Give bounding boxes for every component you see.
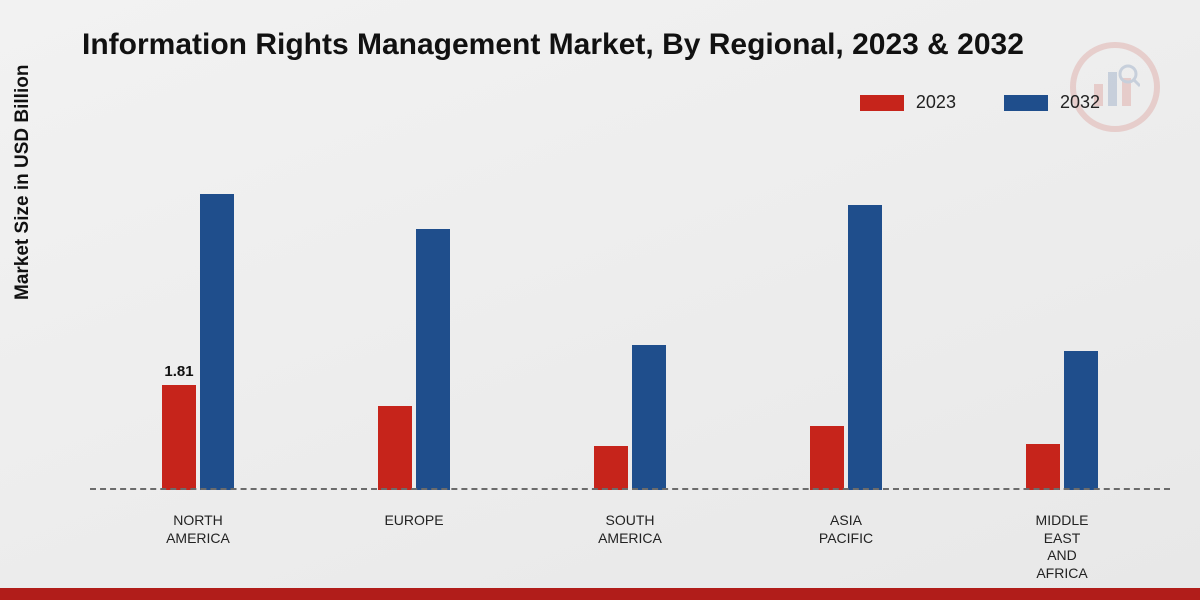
y-axis-label: Market Size in USD Billion xyxy=(12,65,34,300)
x-axis-category-label: ASIAPACIFIC xyxy=(786,512,906,582)
plot-area: 1.81 xyxy=(90,130,1170,490)
legend-swatch-2023 xyxy=(860,95,904,111)
watermark-logo xyxy=(1070,42,1160,132)
bar-group xyxy=(594,130,666,490)
x-axis-category-label: SOUTHAMERICA xyxy=(570,512,690,582)
x-axis-category-label: NORTHAMERICA xyxy=(138,512,258,582)
bar-2032 xyxy=(848,205,882,490)
x-axis-category-label: EUROPE xyxy=(354,512,474,582)
legend-item-2023: 2023 xyxy=(860,92,956,113)
bar-2032 xyxy=(416,229,450,490)
legend-label-2023: 2023 xyxy=(916,92,956,113)
bar-group: 1.81 xyxy=(162,130,234,490)
legend-item-2032: 2032 xyxy=(1004,92,1100,113)
bar-2023 xyxy=(810,426,844,490)
bar-2023 xyxy=(594,446,628,490)
legend-label-2032: 2032 xyxy=(1060,92,1100,113)
bar-2032 xyxy=(1064,351,1098,490)
bar-groups: 1.81 xyxy=(90,130,1170,490)
bar-2032 xyxy=(200,194,234,490)
bar-value-label: 1.81 xyxy=(164,363,193,380)
bar-group xyxy=(378,130,450,490)
x-axis-baseline xyxy=(90,488,1170,490)
bar-2023 xyxy=(1026,444,1060,490)
bar-2032 xyxy=(632,345,666,490)
x-axis-labels: NORTHAMERICA EUROPE SOUTHAMERICA ASIAPACIFI… xyxy=(90,512,1170,582)
legend: 2023 2032 xyxy=(860,92,1100,113)
footer-accent-bar xyxy=(0,588,1200,600)
bar-group xyxy=(810,130,882,490)
legend-swatch-2032 xyxy=(1004,95,1048,111)
bar-2023: 1.81 xyxy=(162,385,196,490)
chart-title: Information Rights Management Market, By… xyxy=(82,28,1024,62)
x-axis-category-label: MIDDLEEASTANDAFRICA xyxy=(1002,512,1122,582)
bar-2023 xyxy=(378,406,412,490)
bar-group xyxy=(1026,130,1098,490)
